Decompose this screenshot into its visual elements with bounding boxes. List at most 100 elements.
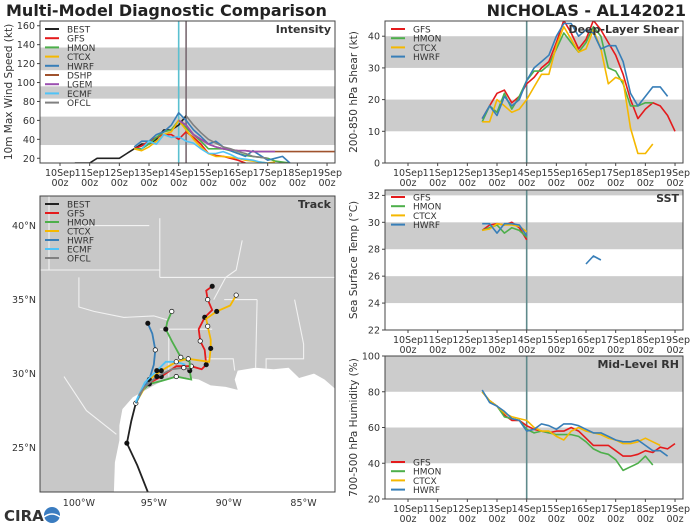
x-tick-label-hour: 00z bbox=[666, 514, 683, 525]
legend-label: HWRF bbox=[413, 221, 440, 231]
plot-frame bbox=[39, 20, 336, 164]
x-tick-label-hour: 00z bbox=[459, 178, 476, 189]
legend-label: HWRF bbox=[413, 486, 440, 496]
shade-band bbox=[385, 190, 683, 196]
track-position-marker bbox=[154, 368, 160, 374]
x-tick-label-date: 14Sep bbox=[164, 168, 194, 179]
x-tick-label-date: 12Sep bbox=[452, 168, 482, 179]
x-tick-label-date: 15Sep bbox=[541, 335, 571, 346]
x-tick-label-date: 12Sep bbox=[452, 504, 482, 515]
storm-title: NICHOLAS - AL142021 bbox=[486, 1, 686, 20]
legend-label: CTCX bbox=[413, 44, 437, 54]
x-tick-label-date: 14Sep bbox=[512, 504, 542, 515]
x-tick-label-date: 18Sep bbox=[630, 335, 660, 346]
y-tick-label: 40 bbox=[368, 32, 380, 43]
y-tick-label: 24 bbox=[368, 299, 380, 310]
x-tick-label-hour: 00z bbox=[399, 178, 416, 189]
series-line-hwrf bbox=[482, 222, 602, 265]
track-position-marker bbox=[233, 292, 239, 298]
y-tick-label: 40 bbox=[368, 459, 380, 470]
plot-frame bbox=[384, 189, 684, 331]
shade-band bbox=[40, 47, 335, 71]
state-border bbox=[255, 299, 258, 368]
series-group bbox=[481, 389, 676, 472]
shade-band bbox=[40, 86, 335, 99]
x-tick-label-hour: 00z bbox=[488, 178, 505, 189]
panel-title: Track bbox=[298, 198, 332, 211]
x-tick-label-hour: 00z bbox=[637, 178, 654, 189]
x-tick-label-hour: 00z bbox=[577, 345, 594, 356]
legend-label: GFS bbox=[67, 35, 85, 45]
x-tick-label-date: 16Sep bbox=[571, 335, 601, 346]
x-tick-label-date: 14Sep bbox=[512, 168, 542, 179]
cira-logo: CIRA bbox=[4, 507, 61, 525]
x-tick-label-hour: 00z bbox=[229, 178, 246, 189]
legend-label: HWRF bbox=[67, 62, 94, 72]
x-tick-label-hour: 00z bbox=[81, 178, 98, 189]
x-tick-label-date: 15Sep bbox=[541, 168, 571, 179]
lon-tick-label: 100°W bbox=[63, 498, 96, 509]
y-tick-label: 60 bbox=[368, 423, 380, 434]
panel-title: Mid-Level RH bbox=[597, 358, 679, 371]
x-tick-label-hour: 00z bbox=[637, 345, 654, 356]
y-tick-label: 0 bbox=[374, 159, 380, 170]
legend-label: OFCL bbox=[67, 255, 91, 265]
series-line-best bbox=[74, 115, 187, 163]
x-tick-label-hour: 00z bbox=[518, 514, 535, 525]
track-position-marker bbox=[173, 374, 179, 380]
x-tick-label-hour: 00z bbox=[111, 178, 128, 189]
state-border bbox=[63, 376, 117, 435]
track-position-marker bbox=[124, 440, 130, 446]
logo-globe-icon bbox=[44, 507, 60, 523]
y-tick-label: 140 bbox=[17, 40, 35, 51]
x-tick-label-date: 10Sep bbox=[393, 168, 423, 179]
x-tick-label-hour: 00z bbox=[548, 178, 565, 189]
panel-title: Intensity bbox=[276, 23, 331, 36]
y-tick-label: 20 bbox=[368, 495, 380, 506]
x-tick-label-hour: 00z bbox=[429, 345, 446, 356]
shade-band bbox=[385, 276, 683, 304]
x-tick-label-date: 11Sep bbox=[75, 168, 105, 179]
shear-panel: 01020304010Sep00z11Sep00z12Sep00z13Sep00… bbox=[348, 20, 690, 189]
x-tick-label-date: 11Sep bbox=[423, 335, 453, 346]
x-tick-label-hour: 00z bbox=[170, 178, 187, 189]
series-line-ctcx bbox=[481, 391, 661, 447]
lat-tick-label: 35°N bbox=[12, 295, 36, 306]
track-position-marker bbox=[163, 326, 169, 332]
x-tick-label-hour: 00z bbox=[140, 178, 157, 189]
x-tick-label-hour: 00z bbox=[518, 345, 535, 356]
shade-band bbox=[385, 356, 683, 392]
x-tick-label-hour: 00z bbox=[51, 178, 68, 189]
y-tick-label: 100 bbox=[362, 352, 380, 363]
x-tick-label-hour: 00z bbox=[289, 178, 306, 189]
lat-tick-label: 25°N bbox=[12, 443, 36, 454]
plot-frame bbox=[384, 20, 684, 164]
x-tick-label-hour: 00z bbox=[488, 514, 505, 525]
series-group bbox=[481, 21, 676, 155]
x-tick-label-date: 12Sep bbox=[104, 168, 134, 179]
legend-label: BEST bbox=[67, 201, 91, 211]
lat-tick-label: 40°N bbox=[12, 221, 36, 232]
x-tick-label-hour: 00z bbox=[459, 514, 476, 525]
legend-label: GFS bbox=[413, 26, 431, 36]
legend-label: CTCX bbox=[413, 212, 437, 222]
logo-text: CIRA bbox=[4, 507, 44, 525]
y-axis-label: 10m Max Wind Speed (kt) bbox=[3, 24, 15, 160]
series-group bbox=[481, 221, 602, 265]
x-tick-label-hour: 00z bbox=[577, 178, 594, 189]
x-tick-label-date: 13Sep bbox=[134, 168, 164, 179]
plot-area bbox=[385, 190, 683, 330]
legend-label: DSHP bbox=[67, 72, 92, 82]
series-line-hwrf bbox=[481, 389, 669, 457]
x-tick-label-date: 14Sep bbox=[512, 335, 542, 346]
series-group bbox=[74, 112, 335, 163]
x-tick-label-date: 17Sep bbox=[601, 504, 631, 515]
y-axis-label: 200-850 hPa Shear (kt) bbox=[348, 31, 360, 153]
y-tick-label: 80 bbox=[368, 387, 380, 398]
series-line-hmon bbox=[481, 224, 528, 238]
x-tick-label-hour: 00z bbox=[637, 514, 654, 525]
x-tick-label-hour: 00z bbox=[429, 514, 446, 525]
x-tick-label-date: 11Sep bbox=[423, 168, 453, 179]
x-tick-label-date: 19Sep bbox=[660, 504, 690, 515]
x-tick-label-hour: 00z bbox=[518, 178, 535, 189]
